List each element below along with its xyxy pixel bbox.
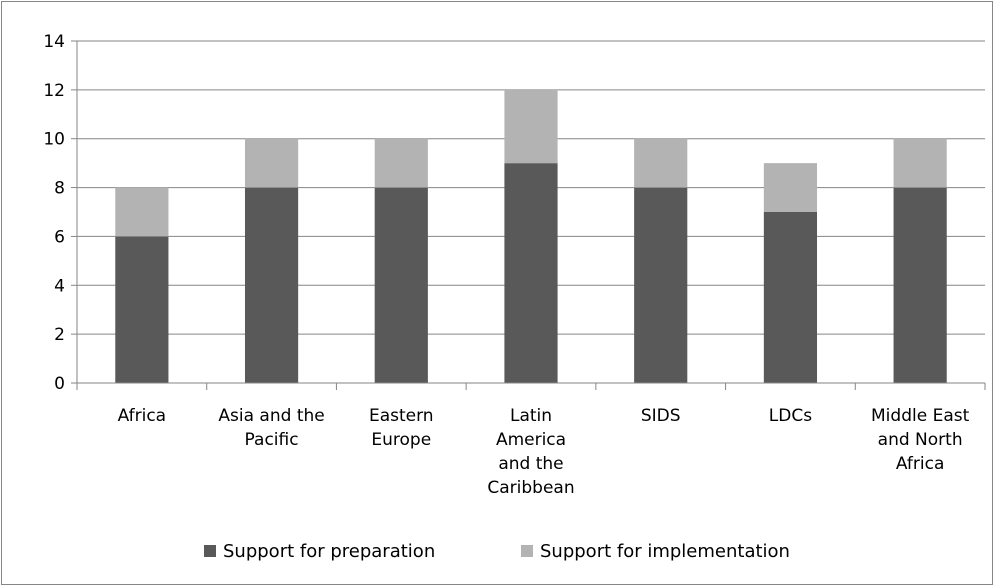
bar-preparation — [115, 236, 169, 383]
y-tick-label: 4 — [54, 276, 65, 296]
x-axis-labels: Africa Asia and the Pacific Eastern Europe La… — [118, 406, 970, 498]
bar-preparation — [504, 163, 558, 383]
legend: Support for preparation Support for imple… — [204, 541, 790, 562]
legend-swatch — [204, 545, 216, 557]
bar-implementation — [763, 163, 818, 212]
y-tick-label: 10 — [43, 130, 65, 150]
x-category-label: Middle East and North Africa — [871, 406, 970, 474]
legend-item-implementation: Support for implementation — [521, 541, 790, 562]
x-category-label: SIDS — [641, 406, 681, 426]
y-axis-ticks: 0 2 4 6 8 10 12 14 — [43, 32, 77, 394]
y-tick-label: 6 — [54, 227, 65, 247]
bar-preparation — [893, 187, 947, 383]
y-tick-label: 8 — [54, 179, 65, 199]
y-tick-label: 12 — [43, 81, 65, 101]
x-category-label: Latin America and the Caribbean — [487, 406, 574, 498]
bar-implementation — [244, 138, 299, 188]
bar-implementation — [504, 89, 558, 164]
y-tick-label: 0 — [54, 374, 65, 394]
x-category-label: Eastern Europe — [369, 406, 434, 450]
bar-implementation — [115, 187, 169, 237]
legend-label: Support for preparation — [223, 541, 435, 562]
y-tick-label: 14 — [43, 32, 65, 52]
x-category-label: LDCs — [769, 406, 812, 426]
x-category-label: Asia and the Pacific — [218, 406, 324, 450]
legend-label: Support for implementation — [540, 541, 790, 562]
bar-implementation — [374, 138, 428, 188]
bar-preparation — [634, 187, 688, 383]
bar-preparation — [763, 212, 818, 383]
bar-implementation — [893, 138, 947, 188]
axes — [76, 41, 986, 390]
legend-swatch — [521, 545, 533, 557]
x-category-label: Africa — [118, 406, 167, 426]
bar-implementation — [634, 138, 688, 188]
y-tick-label: 2 — [54, 325, 65, 345]
bar-preparation — [374, 187, 428, 383]
bars — [115, 89, 947, 383]
legend-item-preparation: Support for preparation — [204, 541, 435, 562]
bar-preparation — [244, 187, 299, 383]
